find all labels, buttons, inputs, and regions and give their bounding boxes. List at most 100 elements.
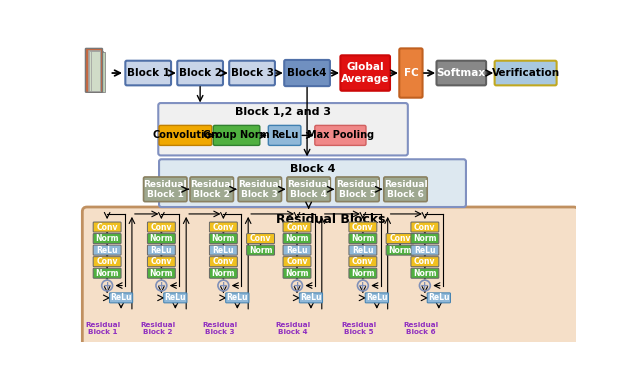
FancyBboxPatch shape (147, 233, 175, 243)
FancyBboxPatch shape (209, 233, 237, 243)
Text: Norm: Norm (95, 269, 119, 278)
FancyBboxPatch shape (90, 51, 100, 91)
Text: ReLu: ReLu (150, 246, 172, 255)
Text: ReLu: ReLu (164, 293, 186, 302)
Text: Residual
Block 3: Residual Block 3 (202, 322, 237, 335)
Text: ReLu: ReLu (414, 246, 436, 255)
Text: Block 1,2 and 3: Block 1,2 and 3 (235, 107, 331, 117)
Text: Norm: Norm (150, 269, 173, 278)
FancyBboxPatch shape (209, 268, 237, 278)
FancyBboxPatch shape (209, 222, 237, 232)
FancyBboxPatch shape (287, 177, 330, 202)
FancyBboxPatch shape (283, 245, 311, 255)
Text: Global
Average: Global Average (341, 62, 389, 84)
Text: Verification: Verification (492, 68, 560, 78)
FancyBboxPatch shape (88, 50, 100, 91)
FancyBboxPatch shape (109, 293, 132, 303)
Text: Residual
Block 2: Residual Block 2 (190, 180, 234, 199)
FancyBboxPatch shape (411, 245, 439, 255)
FancyBboxPatch shape (93, 268, 121, 278)
Text: Norm: Norm (413, 234, 436, 243)
FancyBboxPatch shape (349, 257, 377, 266)
FancyBboxPatch shape (399, 48, 422, 98)
FancyBboxPatch shape (411, 233, 439, 243)
FancyBboxPatch shape (143, 177, 187, 202)
FancyBboxPatch shape (159, 126, 212, 146)
FancyBboxPatch shape (147, 245, 175, 255)
Text: Softmax: Softmax (436, 68, 486, 78)
Text: Conv: Conv (250, 234, 271, 243)
FancyBboxPatch shape (226, 293, 249, 303)
Text: Residual
Block 5: Residual Block 5 (341, 322, 376, 335)
Text: Conv: Conv (150, 257, 172, 266)
FancyBboxPatch shape (284, 60, 330, 86)
FancyBboxPatch shape (177, 61, 223, 85)
Text: ReLu: ReLu (352, 246, 374, 255)
Text: Block 4: Block 4 (290, 164, 335, 174)
FancyBboxPatch shape (158, 103, 408, 156)
Text: Residual
Block 2: Residual Block 2 (140, 322, 175, 335)
Text: Norm: Norm (150, 234, 173, 243)
FancyBboxPatch shape (209, 257, 237, 266)
Text: Norm: Norm (285, 234, 308, 243)
Text: ReLu: ReLu (428, 293, 449, 302)
FancyBboxPatch shape (365, 293, 388, 303)
FancyBboxPatch shape (268, 126, 301, 146)
FancyBboxPatch shape (90, 51, 103, 91)
Text: Residual
Block 1: Residual Block 1 (86, 322, 121, 335)
FancyBboxPatch shape (238, 177, 282, 202)
Text: Residual
Block 5: Residual Block 5 (335, 180, 380, 199)
Text: Conv: Conv (150, 223, 172, 232)
Text: Block4: Block4 (287, 68, 327, 78)
FancyBboxPatch shape (495, 61, 557, 85)
FancyBboxPatch shape (88, 51, 102, 91)
FancyBboxPatch shape (209, 245, 237, 255)
Text: Group Norm: Group Norm (204, 131, 270, 141)
Text: Conv: Conv (286, 257, 308, 266)
Text: ReLu: ReLu (110, 293, 132, 302)
FancyBboxPatch shape (411, 268, 439, 278)
Text: ReLu: ReLu (300, 293, 322, 302)
Text: +: + (358, 281, 367, 291)
Text: +: + (219, 281, 228, 291)
Text: Residual
Block 6: Residual Block 6 (403, 322, 438, 335)
Text: ReLu: ReLu (271, 131, 298, 141)
Text: Residual
Block 4: Residual Block 4 (276, 322, 310, 335)
FancyBboxPatch shape (229, 61, 275, 85)
FancyBboxPatch shape (340, 55, 390, 91)
Text: +: + (292, 281, 301, 291)
Text: Residual
Block 3: Residual Block 3 (238, 180, 282, 199)
FancyBboxPatch shape (349, 268, 377, 278)
Text: Conv: Conv (352, 223, 374, 232)
Text: Norm: Norm (413, 269, 436, 278)
FancyBboxPatch shape (283, 268, 311, 278)
Text: Convolution: Convolution (152, 131, 218, 141)
FancyBboxPatch shape (147, 222, 175, 232)
Text: Conv: Conv (286, 223, 308, 232)
Text: Conv: Conv (414, 223, 436, 232)
Text: ReLu: ReLu (286, 246, 308, 255)
Text: Norm: Norm (351, 234, 374, 243)
FancyBboxPatch shape (83, 207, 579, 347)
FancyBboxPatch shape (411, 257, 439, 266)
Text: Max Pooling: Max Pooling (307, 131, 374, 141)
FancyBboxPatch shape (349, 222, 377, 232)
Text: Residual
Block 4: Residual Block 4 (287, 180, 330, 199)
Text: Conv: Conv (212, 257, 234, 266)
Text: Norm: Norm (95, 234, 119, 243)
Text: ReLu: ReLu (366, 293, 388, 302)
FancyBboxPatch shape (190, 177, 234, 202)
FancyBboxPatch shape (93, 257, 121, 266)
Text: +: + (102, 281, 112, 291)
FancyBboxPatch shape (386, 245, 414, 255)
FancyBboxPatch shape (91, 52, 105, 92)
Text: Conv: Conv (414, 257, 436, 266)
Text: Residual
Block 6: Residual Block 6 (384, 180, 428, 199)
Text: Conv: Conv (97, 223, 118, 232)
Text: +: + (420, 281, 429, 291)
FancyBboxPatch shape (411, 222, 439, 232)
FancyBboxPatch shape (300, 293, 323, 303)
Text: Norm: Norm (212, 234, 235, 243)
FancyBboxPatch shape (213, 126, 260, 146)
Text: ReLu: ReLu (97, 246, 118, 255)
